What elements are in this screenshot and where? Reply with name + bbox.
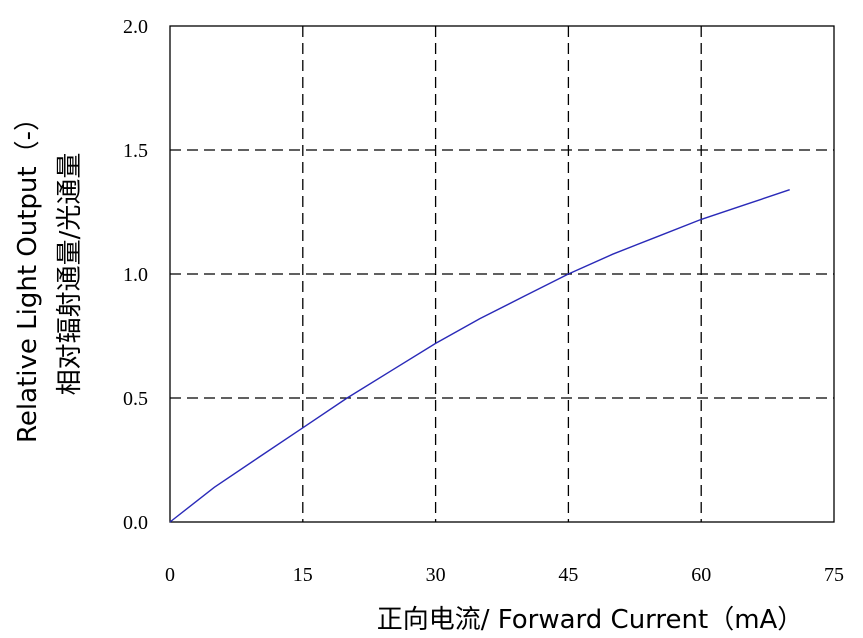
y-axis-subtitle: 相对辐射通量/光通量	[55, 153, 85, 396]
x-axis-title: 正向电流/ Forward Current（mA）	[377, 605, 804, 635]
y-tick-label: 1.0	[123, 264, 148, 286]
x-tick-label: 45	[558, 564, 578, 586]
y-tick-labels: 0.0 0.5 1.0 1.5 2.0	[123, 16, 148, 534]
x-tick-label: 75	[824, 564, 844, 586]
y-tick-label: 0.0	[123, 512, 148, 534]
series-line-0	[169, 189, 790, 523]
x-tick-labels: 0 15 30 45 60 75	[165, 564, 844, 586]
x-tick-label: 15	[293, 564, 313, 586]
grid-lines	[170, 26, 834, 522]
y-axis-title: Relative Light Output（-）	[13, 105, 43, 443]
x-tick-label: 60	[691, 564, 711, 586]
y-tick-label: 2.0	[123, 16, 148, 38]
plot-frame	[169, 25, 835, 523]
y-tick-label: 0.5	[123, 388, 148, 410]
series-group	[169, 189, 790, 523]
x-tick-label: 30	[426, 564, 446, 586]
y-tick-label: 1.5	[123, 140, 148, 162]
x-tick-label: 0	[165, 564, 175, 586]
